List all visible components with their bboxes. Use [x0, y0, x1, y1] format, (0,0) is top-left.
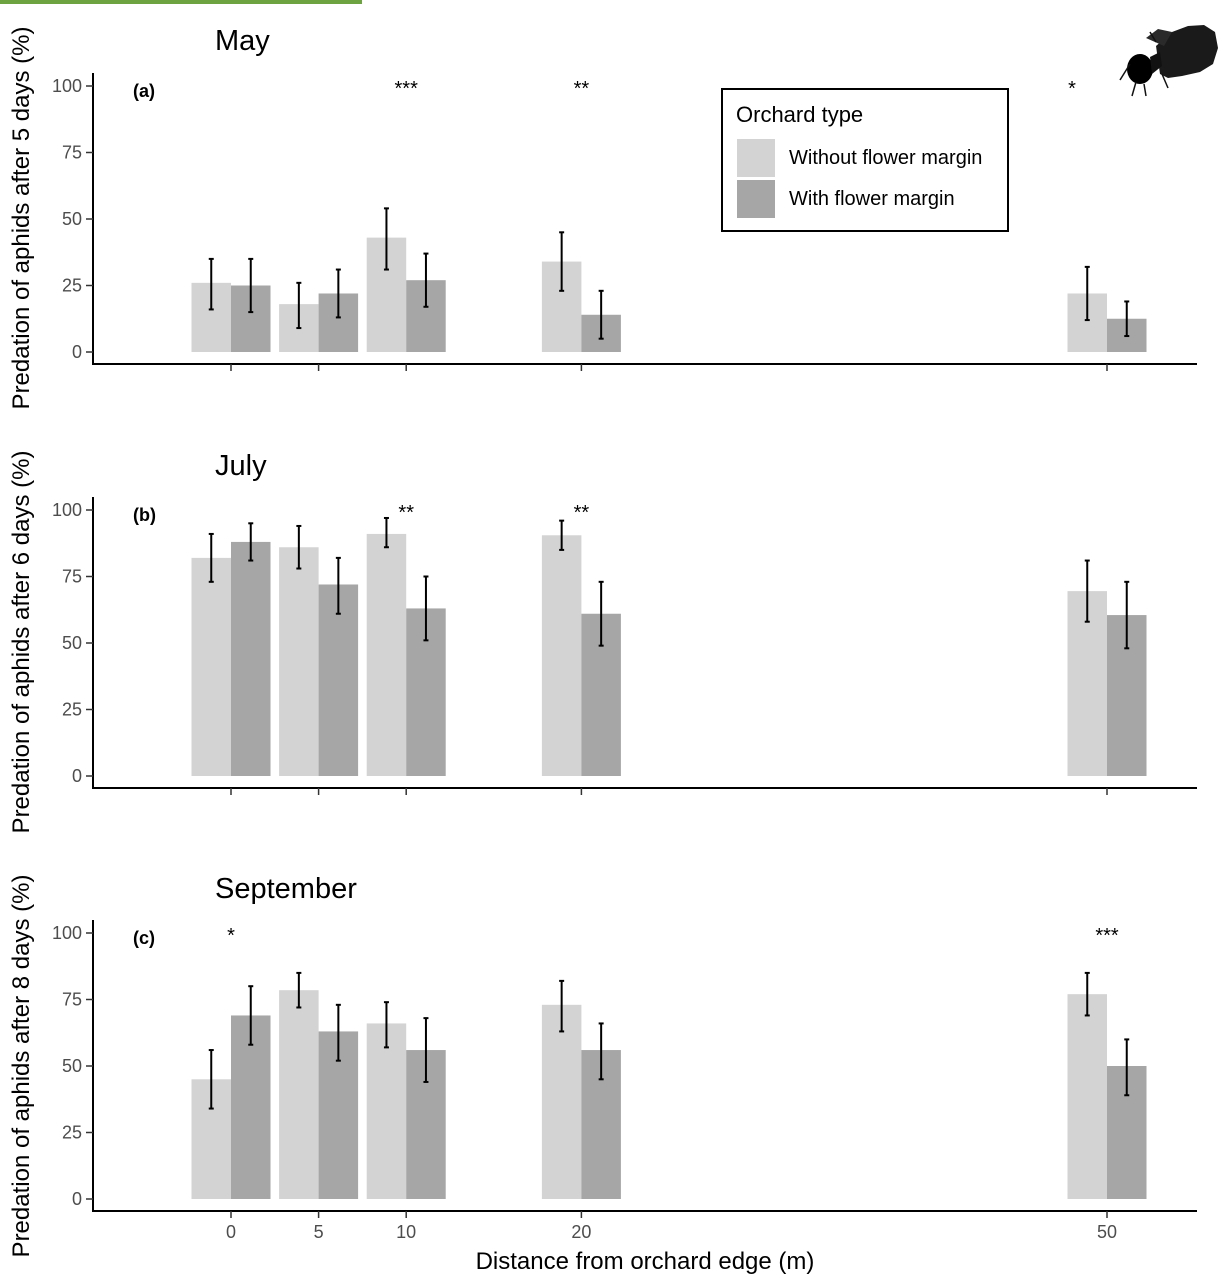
panel-b-title: July: [215, 450, 267, 482]
significance-a-2: ***: [395, 78, 419, 100]
y-tick-label-c-1: 25: [62, 1123, 82, 1143]
legend-title: Orchard type: [736, 102, 864, 127]
bar-b-s0-2: [366, 533, 407, 776]
y-tick-label-a-3: 75: [62, 143, 82, 163]
y-tick-label-b-0: 0: [72, 766, 82, 786]
y-tick-label-b-2: 50: [62, 633, 82, 653]
ylabel-panel-b: Predation of aphids after 6 days (%): [8, 450, 35, 834]
x-tick-label-1: 5: [314, 1222, 324, 1242]
significance-c-0: *: [227, 925, 235, 947]
y-tick-label-a-4: 100: [52, 76, 82, 96]
legend-key-with: [737, 180, 775, 218]
panel-tag-a: (a): [133, 81, 155, 101]
significance-a-4: *: [1068, 78, 1076, 100]
x-tick-label-2: 10: [396, 1222, 416, 1242]
legend: Orchard type Without flower margin With …: [721, 88, 1009, 232]
significance-b-2: **: [398, 502, 414, 524]
ladybird-larva-silhouette-icon: [1119, 25, 1218, 97]
accent-bar: [0, 0, 362, 4]
bar-b-s0-3: [541, 535, 582, 776]
x-tick-label-0: 0: [226, 1222, 236, 1242]
y-tick-label-b-4: 100: [52, 500, 82, 520]
x-tick-label-3: 20: [571, 1222, 591, 1242]
significance-b-3: **: [574, 502, 590, 524]
x-tick-label-4: 50: [1097, 1222, 1117, 1242]
bar-c-s1-0: [231, 1015, 271, 1199]
y-tick-label-b-3: 75: [62, 567, 82, 587]
ylabel-panel-c: Predation of aphids after 8 days (%): [8, 874, 35, 1258]
y-tick-label-a-0: 0: [72, 342, 82, 362]
bar-b-s1-0: [231, 541, 271, 776]
bar-c-s0-3: [541, 1004, 582, 1199]
legend-label-without: Without flower margin: [789, 147, 983, 169]
legend-key-without: [737, 139, 775, 177]
y-tick-label-c-2: 50: [62, 1056, 82, 1076]
legend-label-with: With flower margin: [789, 188, 955, 210]
x-axis-title: Distance from orchard edge (m): [475, 1248, 815, 1275]
bar-c-s0-4: [1067, 994, 1107, 1199]
panel-tag-b: (b): [133, 505, 156, 525]
y-tick-label-b-1: 25: [62, 700, 82, 720]
panel-tag-c: (c): [133, 928, 155, 948]
bar-b-s0-1: [279, 547, 319, 776]
bar-c-s0-2: [366, 1023, 407, 1199]
panel-c-title: September: [215, 873, 357, 905]
significance-a-3: **: [574, 78, 590, 100]
y-tick-label-c-0: 0: [72, 1189, 82, 1209]
y-tick-label-c-3: 75: [62, 990, 82, 1010]
bar-b-s1-1: [318, 584, 359, 776]
bar-c-s0-1: [279, 990, 319, 1199]
significance-c-4: ***: [1095, 925, 1119, 947]
y-tick-label-a-2: 50: [62, 209, 82, 229]
bar-b-s0-0: [191, 557, 231, 776]
panel-a-title: May: [215, 25, 270, 57]
y-tick-label-a-1: 25: [62, 276, 82, 296]
ylabel-panel-a: Predation of aphids after 5 days (%): [8, 26, 35, 410]
y-tick-label-c-4: 100: [52, 923, 82, 943]
